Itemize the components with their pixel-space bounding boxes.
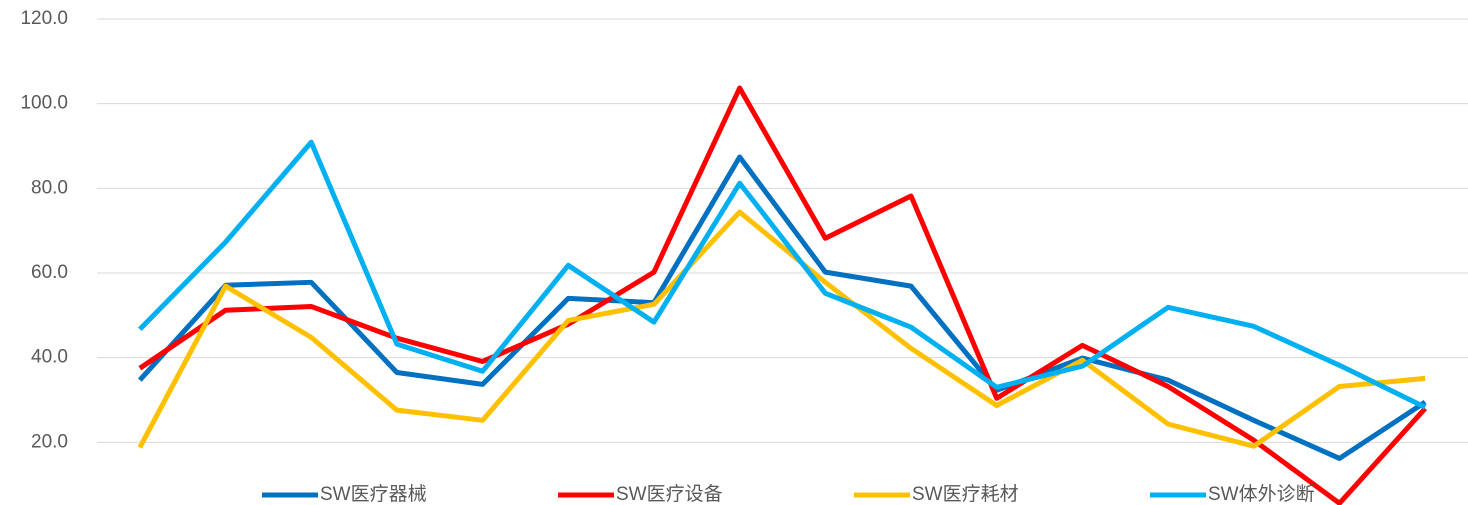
series-line xyxy=(138,139,1427,410)
series-line xyxy=(138,85,1428,505)
y-tick-label: 40.0 xyxy=(31,347,68,368)
y-tick-label: 60.0 xyxy=(31,262,68,283)
legend-label: SW医疗设备 xyxy=(616,483,723,505)
series-line xyxy=(137,154,1427,461)
y-tick-label: 80.0 xyxy=(31,177,68,198)
legend-label: SW医疗耗材 xyxy=(912,483,1019,505)
y-tick-label: 100.0 xyxy=(20,93,68,114)
legend-label: SW体外诊断 xyxy=(1208,483,1315,505)
legend-label: SW医疗器械 xyxy=(320,483,427,505)
series-line xyxy=(137,209,1426,449)
y-tick-label: 20.0 xyxy=(31,431,68,452)
y-tick-label: 120.0 xyxy=(20,8,68,29)
